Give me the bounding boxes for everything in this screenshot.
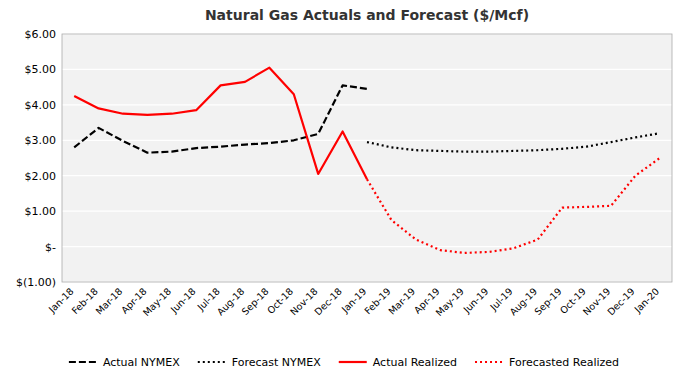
y-tick-label: $-	[45, 241, 56, 254]
chart: Natural Gas Actuals and Forecast ($/Mcf)…	[0, 0, 688, 386]
grid-line	[62, 140, 672, 141]
grid-line	[62, 246, 672, 247]
legend-item: Forecasted Realized	[475, 356, 619, 369]
series-line	[367, 158, 660, 253]
legend-swatch	[475, 361, 503, 363]
y-tick-label: $6.00	[25, 28, 57, 41]
series-line	[367, 133, 660, 151]
series-line	[74, 68, 367, 180]
x-tick-label: Jan-20	[631, 286, 661, 316]
y-tick-label: $2.00	[25, 170, 57, 183]
y-tick-label: $(1.00)	[16, 276, 56, 289]
y-tick-label: $4.00	[25, 99, 57, 112]
x-tick-label: Jun-19	[460, 286, 490, 316]
x-tick-label: May-19	[433, 286, 466, 319]
plot-area	[62, 34, 672, 282]
legend-swatch	[198, 361, 226, 363]
legend-label: Forecasted Realized	[509, 356, 619, 369]
legend-item: Forecast NYMEX	[198, 356, 321, 369]
legend: Actual NYMEX Forecast NYMEX Actual Realize…	[69, 356, 619, 369]
y-tick-label: $5.00	[25, 63, 57, 76]
x-tick-label: Sep-19	[532, 286, 563, 317]
x-tick-label: Dec-19	[605, 286, 637, 318]
legend-item: Actual Realized	[339, 356, 457, 369]
legend-label: Actual NYMEX	[103, 356, 180, 369]
x-tick-label: Dec-18	[312, 286, 344, 318]
legend-label: Actual Realized	[373, 356, 457, 369]
x-tick-label: Mar-18	[93, 286, 124, 317]
title: Natural Gas Actuals and Forecast ($/Mcf)	[205, 7, 529, 23]
legend-swatch	[339, 361, 367, 363]
x-tick-label: May-18	[141, 286, 174, 319]
legend-label: Forecast NYMEX	[232, 356, 321, 369]
legend-swatch	[69, 361, 97, 363]
plot-frame	[62, 34, 672, 282]
x-tick-label: Mar-19	[386, 286, 417, 317]
grid-line	[62, 69, 672, 70]
x-tick-label: Sep-18	[239, 286, 270, 317]
x-tick-label: Jun-18	[168, 286, 198, 316]
legend-item: Actual NYMEX	[69, 356, 180, 369]
y-tick-label: $3.00	[25, 134, 57, 147]
grid-line	[62, 175, 672, 176]
lines	[74, 68, 660, 253]
grid-line	[62, 211, 672, 212]
y-tick-label: $1.00	[25, 205, 57, 218]
grid-line	[62, 104, 672, 105]
series-line	[74, 85, 367, 152]
